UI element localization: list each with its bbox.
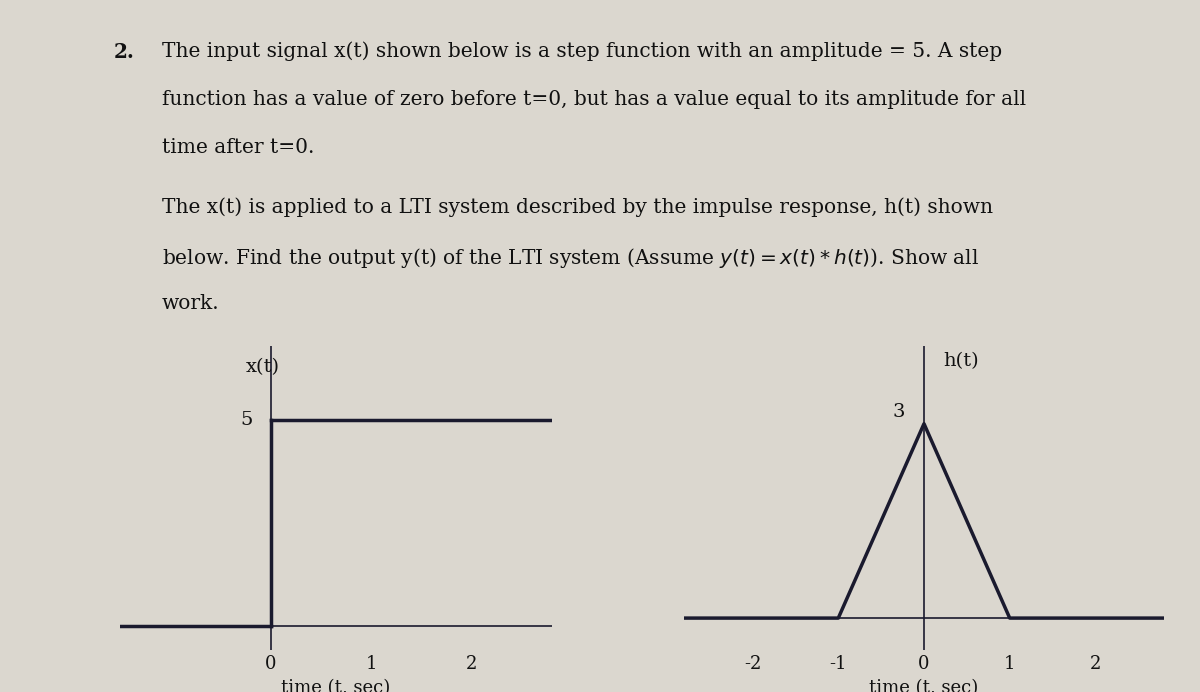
Text: work.: work. — [162, 294, 220, 313]
Text: function has a value of zero before t=0, but has a value equal to its amplitude : function has a value of zero before t=0,… — [162, 90, 1026, 109]
Text: x(t): x(t) — [246, 358, 280, 376]
Text: 2.: 2. — [114, 42, 134, 62]
X-axis label: time (t, sec): time (t, sec) — [869, 679, 979, 692]
X-axis label: time (t, sec): time (t, sec) — [281, 679, 391, 692]
Text: h(t): h(t) — [943, 352, 978, 370]
Text: time after t=0.: time after t=0. — [162, 138, 314, 157]
Text: The x(t) is applied to a LTI system described by the impulse response, h(t) show: The x(t) is applied to a LTI system desc… — [162, 197, 994, 217]
Text: 3: 3 — [893, 403, 905, 421]
Text: The input signal x(t) shown below is a step function with an amplitude = 5. A st: The input signal x(t) shown below is a s… — [162, 42, 1002, 61]
Text: 5: 5 — [240, 411, 253, 429]
Text: below. Find the output y(t) of the LTI system (Assume $y(t) = x(t) * h(t)$). Sho: below. Find the output y(t) of the LTI s… — [162, 246, 979, 270]
